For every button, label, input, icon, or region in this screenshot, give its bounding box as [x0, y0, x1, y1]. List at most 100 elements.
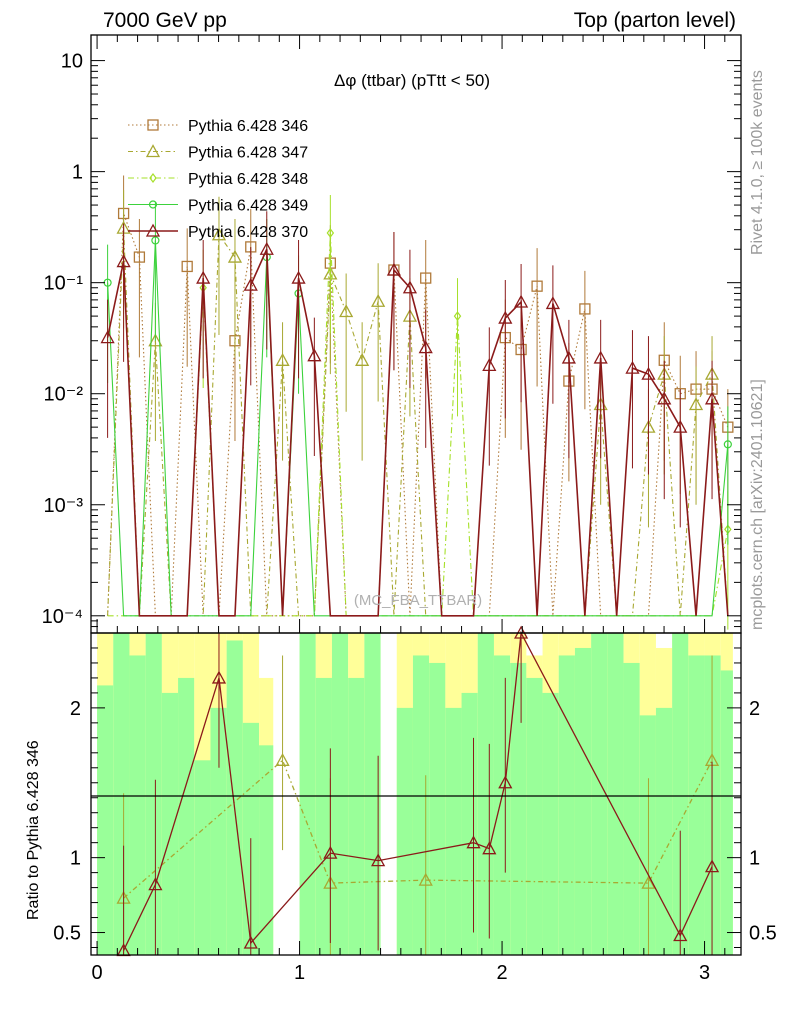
- series-5: [100, 211, 729, 617]
- ratio-band-green: [461, 692, 478, 955]
- ratio-band-green: [348, 677, 365, 955]
- legend-marker: [145, 144, 161, 158]
- ratio-band-green: [607, 633, 624, 955]
- ratio-band-green: [623, 662, 640, 955]
- data-point: [371, 293, 386, 307]
- ratio-band-green: [97, 685, 114, 955]
- ratio-point: [418, 872, 433, 886]
- data-point: [561, 350, 576, 364]
- legend-marker: [145, 223, 161, 237]
- main-plot-marks: [100, 175, 734, 630]
- series-line: [107, 240, 729, 617]
- ratio-band-green: [429, 662, 446, 955]
- data-point: [259, 241, 274, 255]
- ratio-plot-marks: [116, 625, 720, 957]
- series-line: [106, 248, 729, 617]
- legend-label: Pythia 6.428 347: [188, 145, 308, 162]
- ratio-band-green: [688, 655, 705, 955]
- data-point: [673, 419, 688, 433]
- series-1: [107, 175, 734, 617]
- data-point: [355, 352, 370, 366]
- data-point: [339, 304, 354, 318]
- data-point: [133, 251, 146, 263]
- ratio-band-green: [194, 760, 211, 955]
- ratio-band-green: [704, 655, 721, 955]
- analysis-watermark: (MC_FBA_TTBAR): [354, 592, 482, 609]
- main-ytick-label: 1: [72, 162, 83, 184]
- ratio-point: [466, 835, 481, 849]
- ratio-band-green: [672, 633, 689, 955]
- data-point: [625, 360, 640, 374]
- legend-marker: [148, 200, 158, 209]
- ratio-line: [123, 630, 713, 951]
- ratio-band-green: [574, 647, 592, 955]
- ratio-ytick-label-right: 0.5: [749, 923, 777, 945]
- rivet-version-label: Rivet 4.1.0, ≥ 100k events: [749, 70, 766, 255]
- x-tick-label: 3: [699, 962, 710, 984]
- data-point: [386, 262, 402, 276]
- main-ytick-label: 10: [61, 51, 83, 73]
- ratio-band-green: [113, 633, 130, 955]
- x-tick-label: 0: [92, 962, 103, 984]
- data-point: [498, 310, 513, 324]
- ratio-point: [704, 859, 720, 873]
- legend-marker: [149, 173, 157, 183]
- ratio-point: [498, 775, 513, 789]
- data-point: [418, 340, 433, 354]
- data-point: [723, 440, 732, 449]
- series-line: [107, 213, 729, 617]
- header-right: Top (parton level): [574, 9, 736, 32]
- ratio-band-green: [396, 707, 413, 955]
- legend-marker: [147, 119, 159, 131]
- ratio-band-green: [477, 633, 494, 955]
- legend-label: Pythia 6.428 348: [188, 171, 308, 188]
- data-point: [211, 227, 227, 241]
- ratio-bands: [97, 633, 733, 955]
- ratio-band-green: [510, 662, 527, 955]
- ratio-band-green: [526, 677, 543, 955]
- main-ytick-label: 10⁻¹: [44, 273, 84, 295]
- ratio-band-green: [331, 633, 349, 955]
- ratio-band-green: [226, 640, 243, 955]
- ratio-ytick-label-left: 1: [70, 848, 81, 870]
- ratio-ytick-label-left: 2: [70, 698, 81, 720]
- data-point: [453, 311, 462, 322]
- plot-title: Δφ (ttbar) (pTtt < 50): [334, 71, 490, 90]
- data-point: [148, 333, 163, 347]
- data-point: [593, 350, 608, 364]
- main-ytick-label: 10⁻³: [44, 495, 84, 517]
- ratio-series-2: [116, 625, 720, 957]
- ratio-point: [211, 670, 227, 684]
- x-tick-label: 2: [496, 962, 507, 984]
- data-point: [402, 280, 418, 294]
- ratio-ytick-label-left: 0.5: [53, 923, 81, 945]
- data-point: [116, 254, 131, 268]
- mcplots-label: mcplots.cern.ch [arXiv:2401.10621]: [749, 379, 766, 630]
- ratio-point: [323, 845, 338, 859]
- data-point: [326, 228, 335, 239]
- data-point: [420, 272, 432, 284]
- ratio-point: [148, 877, 163, 891]
- data-point: [307, 348, 322, 362]
- ratio-point: [641, 875, 656, 889]
- ratio-band-green: [591, 633, 608, 955]
- ratio-band-green: [412, 655, 430, 955]
- ratio-frame: [90, 632, 742, 956]
- data-point: [704, 391, 720, 405]
- ratio-band-green: [558, 655, 575, 955]
- main-ytick-label: 10⁻⁴: [42, 606, 83, 628]
- ratio-band-green: [178, 677, 195, 955]
- data-point: [291, 270, 306, 284]
- ratio-band-green: [145, 633, 162, 955]
- ratio-band-green: [129, 655, 146, 955]
- ratio-point: [275, 752, 290, 766]
- data-point: [227, 249, 243, 263]
- axes: 10⁻⁴ 10⁻³ 10⁻² 10⁻¹ 1 10 0.5 0.5 1 1 2 2 0 1 2 3: [42, 35, 777, 984]
- ratio-point: [673, 928, 688, 942]
- ratio-band-green: [493, 655, 511, 955]
- ratio-point: [482, 841, 497, 855]
- data-point: [641, 366, 656, 380]
- ratio-ytick-label-right: 2: [749, 698, 760, 720]
- legend-label: Pythia 6.428 346: [188, 118, 308, 135]
- series-line: [107, 232, 729, 617]
